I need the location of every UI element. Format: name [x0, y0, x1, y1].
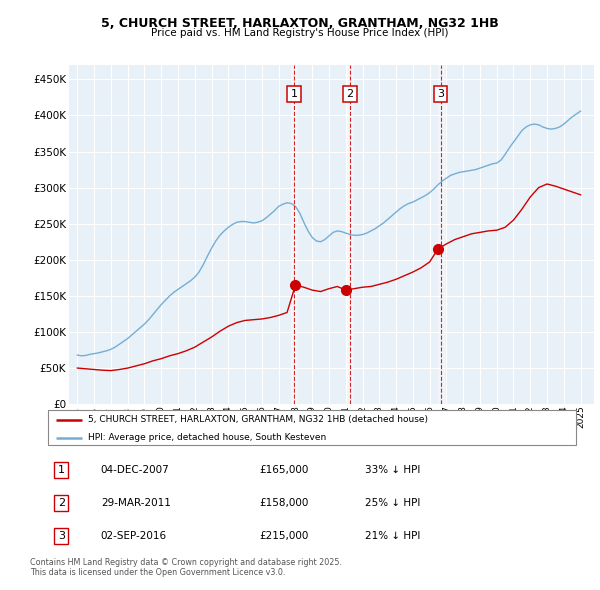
Text: £165,000: £165,000	[259, 465, 308, 475]
Text: 29-MAR-2011: 29-MAR-2011	[101, 498, 170, 508]
Bar	[437, 65, 444, 404]
Text: HPI: Average price, detached house, South Kesteven: HPI: Average price, detached house, Sout…	[88, 433, 326, 442]
Text: 21% ↓ HPI: 21% ↓ HPI	[365, 531, 420, 541]
Text: Contains HM Land Registry data © Crown copyright and database right 2025.
This d: Contains HM Land Registry data © Crown c…	[30, 558, 342, 577]
Text: £215,000: £215,000	[259, 531, 308, 541]
Text: 02-SEP-2016: 02-SEP-2016	[101, 531, 167, 541]
FancyBboxPatch shape	[48, 410, 576, 445]
Text: 25% ↓ HPI: 25% ↓ HPI	[365, 498, 420, 508]
Text: 5, CHURCH STREET, HARLAXTON, GRANTHAM, NG32 1HB (detached house): 5, CHURCH STREET, HARLAXTON, GRANTHAM, N…	[88, 415, 428, 424]
Text: 1: 1	[58, 465, 65, 475]
Text: 3: 3	[437, 88, 445, 99]
Text: 2: 2	[346, 88, 353, 99]
Text: 04-DEC-2007: 04-DEC-2007	[101, 465, 170, 475]
Text: 33% ↓ HPI: 33% ↓ HPI	[365, 465, 420, 475]
Text: 2: 2	[58, 498, 65, 508]
Text: £158,000: £158,000	[259, 498, 308, 508]
Bar	[347, 65, 353, 404]
Text: 5, CHURCH STREET, HARLAXTON, GRANTHAM, NG32 1HB: 5, CHURCH STREET, HARLAXTON, GRANTHAM, N…	[101, 17, 499, 30]
Text: 3: 3	[58, 531, 65, 541]
Bar	[291, 65, 298, 404]
Text: 1: 1	[290, 88, 298, 99]
Text: Price paid vs. HM Land Registry's House Price Index (HPI): Price paid vs. HM Land Registry's House …	[151, 28, 449, 38]
